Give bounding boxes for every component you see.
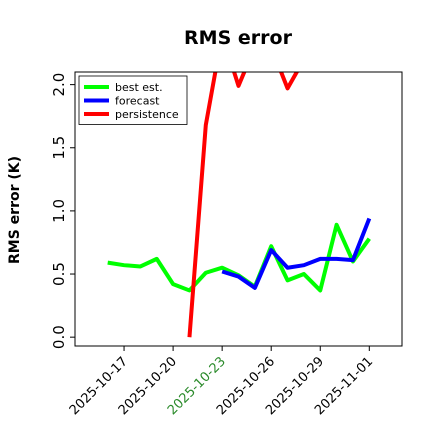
y-axis-label: RMS error (K) [7,156,23,264]
y-tick-label: 1.0 [50,199,68,223]
plot-frame [74,71,403,347]
series-line [221,217,372,290]
plot-lines [107,72,372,338]
legend-label: best est. [115,81,163,94]
legend-label: forecast [115,95,160,108]
chart-title: RMS error [184,27,293,49]
y-tick-label: 0.5 [50,262,68,286]
y-tick-label: 1.5 [50,136,68,160]
y-tick-label: 0.0 [50,325,68,349]
y-tick-label: 2.0 [50,73,68,97]
legend-label: persistence [115,108,179,121]
series-line [187,72,300,338]
